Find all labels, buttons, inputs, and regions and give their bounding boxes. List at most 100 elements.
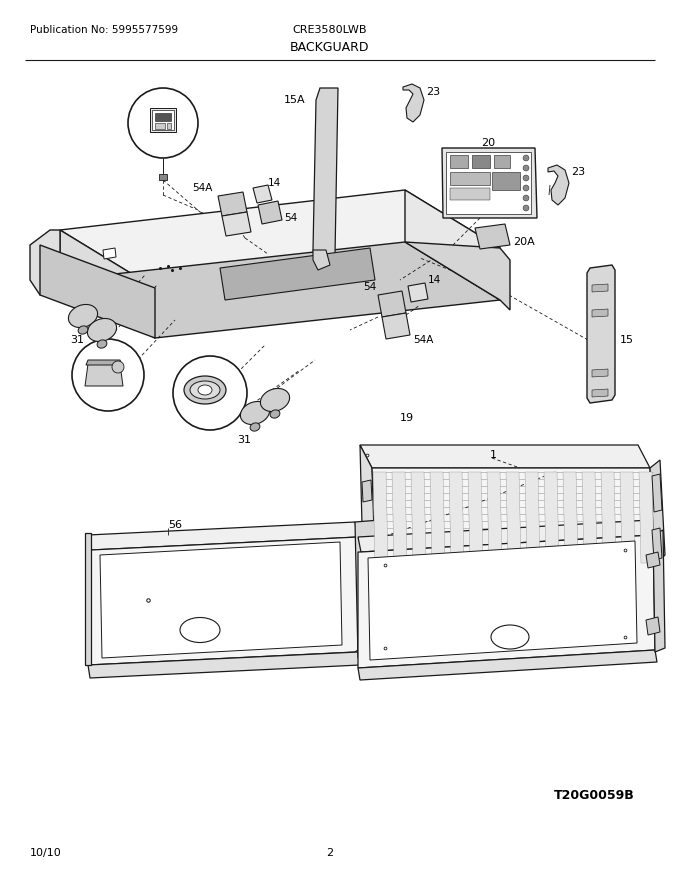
Polygon shape bbox=[582, 472, 597, 563]
Polygon shape bbox=[446, 152, 531, 214]
Polygon shape bbox=[442, 148, 537, 218]
Polygon shape bbox=[592, 389, 608, 397]
Text: 54: 54 bbox=[284, 213, 297, 223]
Polygon shape bbox=[155, 123, 165, 129]
Polygon shape bbox=[150, 108, 176, 132]
Polygon shape bbox=[449, 472, 464, 563]
Circle shape bbox=[523, 185, 529, 191]
Ellipse shape bbox=[241, 401, 269, 424]
Polygon shape bbox=[544, 472, 559, 563]
Circle shape bbox=[112, 361, 124, 373]
Text: 56: 56 bbox=[168, 520, 182, 530]
Ellipse shape bbox=[180, 618, 220, 642]
Text: BACKGUARD: BACKGUARD bbox=[290, 40, 370, 54]
Ellipse shape bbox=[78, 326, 88, 334]
Polygon shape bbox=[88, 522, 358, 550]
Polygon shape bbox=[382, 313, 410, 339]
Polygon shape bbox=[100, 542, 342, 658]
Polygon shape bbox=[152, 110, 174, 130]
Polygon shape bbox=[450, 172, 490, 185]
Polygon shape bbox=[373, 472, 388, 563]
Ellipse shape bbox=[198, 385, 212, 395]
Polygon shape bbox=[650, 460, 665, 565]
Polygon shape bbox=[378, 291, 406, 317]
Polygon shape bbox=[592, 284, 608, 292]
Polygon shape bbox=[103, 248, 116, 259]
Polygon shape bbox=[85, 364, 123, 386]
Text: 54A: 54A bbox=[192, 183, 213, 193]
Polygon shape bbox=[86, 360, 122, 365]
Polygon shape bbox=[88, 537, 358, 665]
Polygon shape bbox=[60, 242, 500, 338]
Text: 14: 14 bbox=[428, 275, 441, 285]
Polygon shape bbox=[360, 445, 650, 468]
Circle shape bbox=[128, 88, 198, 158]
Ellipse shape bbox=[250, 423, 260, 431]
Polygon shape bbox=[60, 230, 155, 338]
Polygon shape bbox=[472, 155, 490, 168]
Polygon shape bbox=[405, 242, 510, 310]
Polygon shape bbox=[167, 123, 171, 129]
Polygon shape bbox=[222, 212, 251, 236]
Polygon shape bbox=[358, 520, 653, 552]
Text: 2: 2 bbox=[326, 848, 334, 858]
Text: 23: 23 bbox=[571, 167, 585, 177]
Polygon shape bbox=[592, 309, 608, 317]
Circle shape bbox=[523, 165, 529, 171]
Polygon shape bbox=[563, 472, 578, 563]
Text: 15A: 15A bbox=[284, 95, 305, 105]
Polygon shape bbox=[218, 192, 247, 216]
Polygon shape bbox=[358, 650, 657, 680]
Polygon shape bbox=[487, 472, 502, 563]
Text: 15: 15 bbox=[620, 335, 634, 345]
Text: 31: 31 bbox=[237, 435, 251, 445]
Polygon shape bbox=[220, 248, 375, 300]
Polygon shape bbox=[430, 472, 445, 563]
Circle shape bbox=[72, 339, 144, 411]
Polygon shape bbox=[601, 472, 616, 563]
Ellipse shape bbox=[184, 376, 226, 404]
Polygon shape bbox=[525, 472, 540, 563]
Polygon shape bbox=[358, 535, 655, 668]
Polygon shape bbox=[646, 617, 660, 635]
Text: 20A: 20A bbox=[513, 237, 534, 247]
Polygon shape bbox=[653, 530, 665, 652]
Text: 19: 19 bbox=[400, 413, 414, 423]
Text: 1: 1 bbox=[490, 450, 497, 460]
Polygon shape bbox=[85, 533, 91, 665]
Polygon shape bbox=[468, 472, 483, 563]
Circle shape bbox=[523, 205, 529, 211]
Polygon shape bbox=[450, 155, 468, 168]
Circle shape bbox=[173, 356, 247, 430]
Polygon shape bbox=[652, 528, 662, 560]
Text: CRE3580LWB: CRE3580LWB bbox=[293, 25, 367, 35]
Text: 54A: 54A bbox=[413, 335, 433, 345]
Polygon shape bbox=[60, 190, 500, 288]
Polygon shape bbox=[639, 472, 654, 563]
Polygon shape bbox=[392, 472, 407, 563]
Text: 20: 20 bbox=[481, 138, 495, 148]
Ellipse shape bbox=[270, 410, 280, 418]
Polygon shape bbox=[313, 250, 330, 270]
Polygon shape bbox=[362, 480, 372, 502]
Polygon shape bbox=[475, 224, 510, 249]
Ellipse shape bbox=[97, 340, 107, 348]
Polygon shape bbox=[159, 174, 167, 180]
Text: 31: 31 bbox=[70, 335, 84, 345]
Polygon shape bbox=[587, 265, 615, 403]
Polygon shape bbox=[368, 541, 637, 660]
Polygon shape bbox=[506, 472, 521, 563]
Polygon shape bbox=[30, 230, 60, 295]
Polygon shape bbox=[620, 472, 635, 563]
Polygon shape bbox=[450, 188, 490, 200]
Text: 14: 14 bbox=[268, 178, 282, 188]
Circle shape bbox=[523, 175, 529, 181]
Polygon shape bbox=[408, 283, 428, 302]
Polygon shape bbox=[548, 165, 569, 205]
Polygon shape bbox=[405, 190, 500, 300]
Polygon shape bbox=[403, 84, 424, 122]
Ellipse shape bbox=[491, 625, 529, 649]
Text: 54: 54 bbox=[362, 282, 376, 292]
Polygon shape bbox=[652, 474, 662, 512]
Circle shape bbox=[523, 195, 529, 201]
